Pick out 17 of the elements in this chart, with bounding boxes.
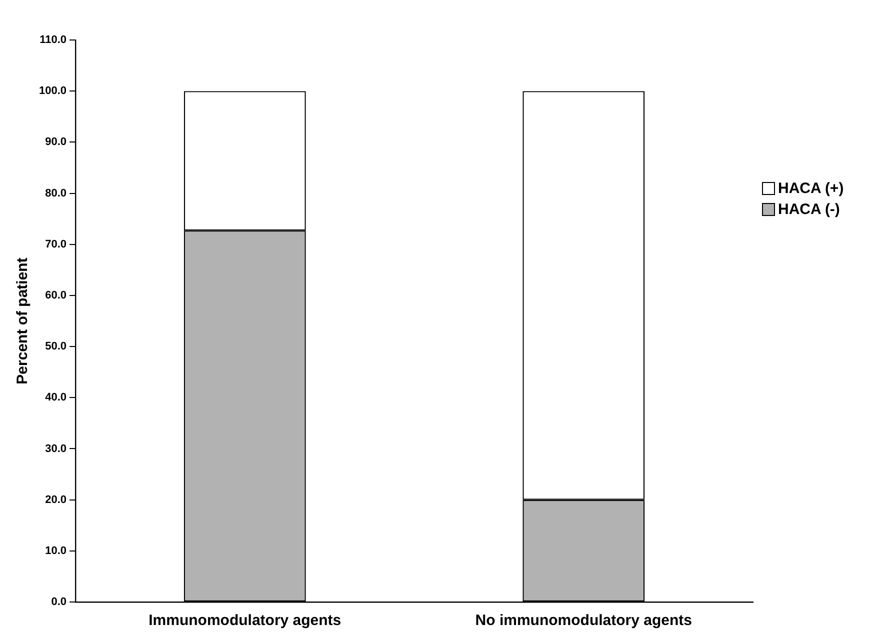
y-tick-label: 20.0 xyxy=(45,494,67,506)
y-tick-label: 90.0 xyxy=(45,136,67,148)
y-tick-label: 0.0 xyxy=(51,596,67,608)
y-tick-label: 110.0 xyxy=(40,34,67,46)
y-axis-title: Percent of patient xyxy=(14,258,32,384)
y-tick-label: 60.0 xyxy=(45,289,67,302)
x-tick-label: No immunomodulatory agents xyxy=(475,612,692,630)
y-tick-label: 30.0 xyxy=(45,442,67,455)
text: HACA (+) xyxy=(778,180,844,197)
y-tick-label: 40.0 xyxy=(45,392,67,404)
y-tick-label: 10.0 xyxy=(45,544,67,557)
y-tick-label: 50.0 xyxy=(45,340,67,353)
y-tick-label: 70.0 xyxy=(45,238,67,250)
x-tick-label: Immunomodulatory agents xyxy=(148,612,342,630)
legend-label: HACA (-) xyxy=(778,201,840,218)
y-tick-label: 100.0 xyxy=(38,85,67,98)
y-tick-label: 80.0 xyxy=(45,187,67,200)
